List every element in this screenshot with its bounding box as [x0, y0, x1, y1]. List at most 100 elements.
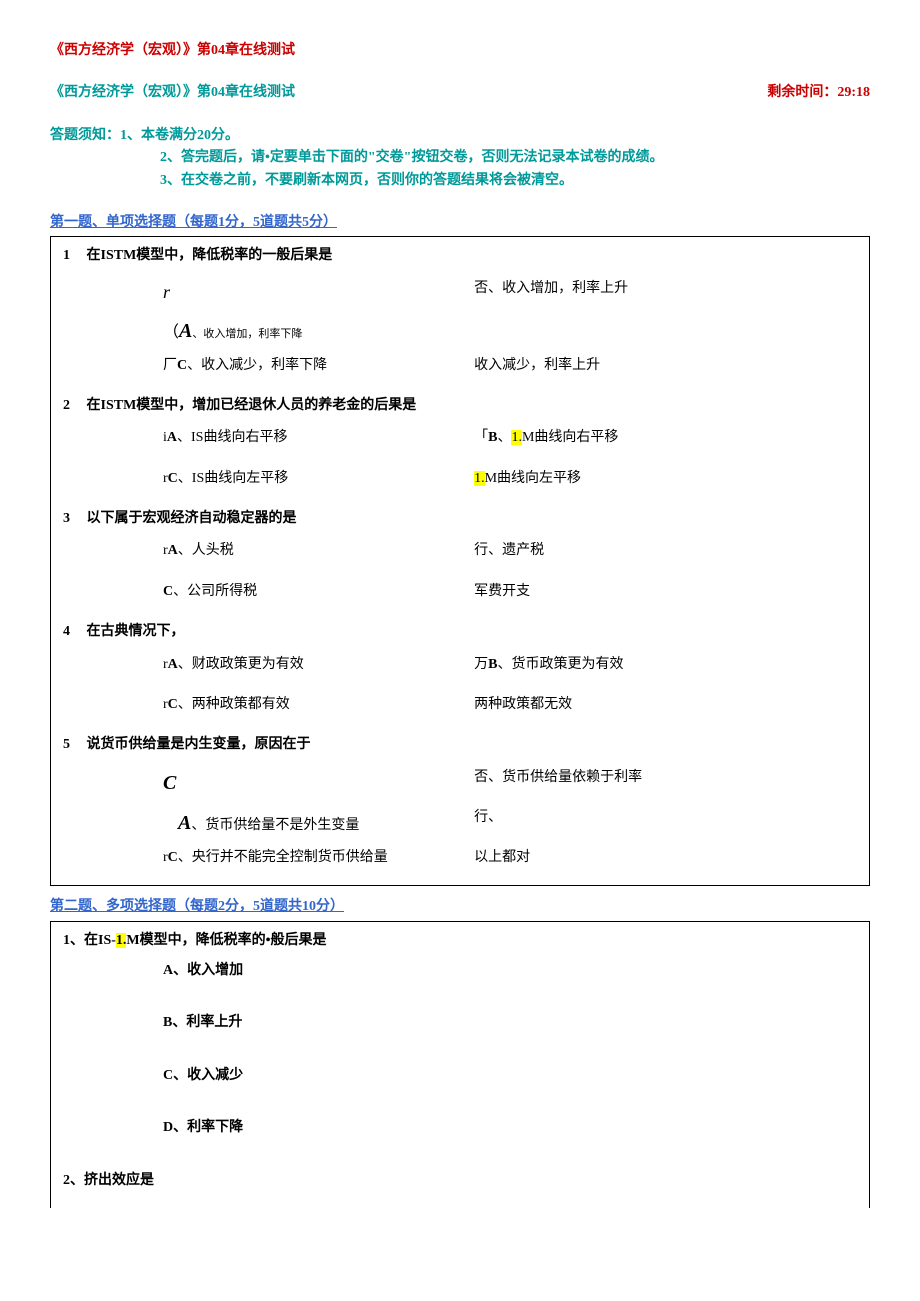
q1-optB[interactable]: 否、收入增加，利率上升	[444, 278, 857, 307]
q4-optA-text: 、财政政策更为有效	[178, 657, 304, 672]
q1-optB-text: 收入增加，利率上升	[502, 281, 628, 296]
q1-num: 1	[63, 245, 83, 267]
time-remaining: 剩余时间：29:18	[767, 82, 870, 104]
q5-optB[interactable]: 否、货币供给量依赖于利率	[444, 767, 857, 799]
q4-text: 4 在古典情况下，	[63, 621, 857, 643]
q1-optC-text: 、收入减少，利率下降	[187, 358, 327, 373]
mq1-post: M模型中，降低税率的•般后果是	[126, 933, 326, 948]
q1-optA[interactable]: （A、收入增加，利率下降	[63, 315, 444, 347]
question-5: 5 说货币供给量是内生变量，原因在于 C 否、货币供给量依赖于利率 A、货币供给…	[63, 734, 857, 869]
q2-optC[interactable]: rC、IS曲线向左平移	[63, 468, 444, 490]
q5-num: 5	[63, 734, 83, 756]
section1-box: 1 在ISTM模型中，降低税率的一般后果是 r 否、收入增加，利率上升 （A、收…	[50, 236, 870, 886]
q5-optC-text: 、央行并不能完全控制货币供给量	[178, 850, 388, 865]
q3-body: 以下属于宏观经济自动稳定器的是	[87, 511, 297, 526]
mq1-hl: 1.	[116, 933, 127, 948]
page-title: 《西方经济学（宏观）》第04章在线测试	[50, 40, 870, 62]
q2-optC-label: C	[168, 471, 178, 486]
q5-optB-text: 货币供给量依赖于利率	[502, 770, 642, 785]
q2-optA-text: 、IS曲线向右平移	[177, 430, 287, 445]
q5-optA-letter: A	[178, 812, 191, 834]
q4-num: 4	[63, 621, 83, 643]
q1-optD-text: 收入减少，利率上升	[474, 358, 600, 373]
section2-box: 1、在IS-1.M模型中，降低税率的•般后果是 A、收入增加 B、利率上升 C、…	[50, 921, 870, 1208]
q1-optA-text: 、收入增加，利率下降	[192, 328, 302, 340]
q4-optD[interactable]: 两种政策都无效	[444, 694, 857, 716]
question-4: 4 在古典情况下， rA、财政政策更为有效 万B、货币政策更为有效 rC、两种政…	[63, 621, 857, 716]
q3-optC-label: C	[163, 584, 173, 599]
q3-optC-text: 、公司所得税	[173, 584, 257, 599]
q2-body: 在ISTM模型中，增加已经退休人员的养老金的后果是	[87, 398, 417, 413]
q1-optA-letter: A	[179, 320, 192, 342]
q4-optA[interactable]: rA、财政政策更为有效	[63, 654, 444, 676]
mq1-pre: 1、在IS-	[63, 933, 116, 948]
instruction-line-3: 3、在交卷之前，不要刷新本网页，否则你的答题结果将会被清空。	[50, 170, 870, 192]
q2-optC-text: 、IS曲线向左平移	[178, 471, 288, 486]
q1-text: 1 在ISTM模型中，降低税率的一般后果是	[63, 245, 857, 267]
q5-optD-pre: 行、	[474, 810, 502, 825]
header-row: 《西方经济学（宏观）》第04章在线测试 剩余时间：29:18	[50, 82, 870, 104]
mq2-text: 2、挤出效应是	[63, 1170, 857, 1192]
q2-optD-hl: 1.	[474, 471, 485, 486]
instruction-line-2: 2、答完题后，请•定要单击下面的"交卷"按钮交卷，否则无法记录本试卷的成绩。	[50, 147, 870, 169]
instruction-line-1: 答题须知：1、本卷满分20分。	[50, 125, 870, 147]
q1-optC-pre: 厂	[163, 358, 177, 373]
q2-optB-hl: 1.	[511, 430, 522, 445]
q3-optB-text: 遗产税	[502, 543, 544, 558]
q5-optA[interactable]: A、货币供给量不是外生变量	[63, 807, 444, 839]
q3-optB[interactable]: 行、遗产税	[444, 540, 857, 562]
instructions: 答题须知：1、本卷满分20分。 2、答完题后，请•定要单击下面的"交卷"按钮交卷…	[50, 125, 870, 192]
q4-optC-label: C	[168, 697, 178, 712]
q5-optB-pre: 否、	[474, 770, 502, 785]
q5-marker: C	[163, 767, 444, 799]
q3-optD-text: 军费开支	[474, 584, 530, 599]
question-3: 3 以下属于宏观经济自动稳定器的是 rA、人头税 行、遗产税 C、公司所得税 军…	[63, 508, 857, 603]
q1-optD[interactable]: 收入减少，利率上升	[444, 355, 857, 377]
mq1-optA[interactable]: A、收入增加	[63, 960, 857, 982]
mq1-text: 1、在IS-1.M模型中，降低税率的•般后果是	[63, 930, 857, 952]
q3-optB-pre: 行、	[474, 543, 502, 558]
q2-num: 2	[63, 395, 83, 417]
q1-optB-pre: 否、	[474, 281, 502, 296]
question-2: 2 在ISTM模型中，增加已经退休人员的养老金的后果是 iA、IS曲线向右平移 …	[63, 395, 857, 490]
q5-optC[interactable]: rC、央行并不能完全控制货币供给量	[63, 847, 444, 869]
q4-optB[interactable]: 万B、货币政策更为有效	[444, 654, 857, 676]
q5-text: 5 说货币供给量是内生变量，原因在于	[63, 734, 857, 756]
q4-optB-pre: 万	[474, 657, 488, 672]
q2-text: 2 在ISTM模型中，增加已经退休人员的养老金的后果是	[63, 395, 857, 417]
q5-optD-pre-row: 行、	[444, 807, 857, 839]
q2-optB-text: M曲线向右平移	[522, 430, 618, 445]
q2-optB[interactable]: 「B、1.M曲线向右平移	[444, 427, 857, 449]
q4-body: 在古典情况下，	[87, 624, 185, 639]
time-value: 29:18	[837, 85, 870, 100]
q4-optC-text: 、两种政策都有效	[178, 697, 290, 712]
mq1-optC[interactable]: C、收入减少	[63, 1065, 857, 1087]
q1-body: 在ISTM模型中，降低税率的一般后果是	[87, 248, 333, 263]
q3-optD[interactable]: 军费开支	[444, 581, 857, 603]
q3-optA-text: 、人头税	[178, 543, 234, 558]
time-label: 剩余时间：	[767, 85, 837, 100]
q4-optA-label: A	[168, 657, 178, 672]
q3-text: 3 以下属于宏观经济自动稳定器的是	[63, 508, 857, 530]
q1-optC[interactable]: 厂C、收入减少，利率下降	[63, 355, 444, 377]
header-subtitle: 《西方经济学（宏观）》第04章在线测试	[50, 82, 295, 104]
q2-optA[interactable]: iA、IS曲线向右平移	[63, 427, 444, 449]
question-1: 1 在ISTM模型中，降低税率的一般后果是 r 否、收入增加，利率上升 （A、收…	[63, 245, 857, 377]
q4-optD-text: 两种政策都无效	[474, 697, 572, 712]
q1-marker: r	[163, 278, 444, 307]
q5-optC-label: C	[168, 850, 178, 865]
q3-num: 3	[63, 508, 83, 530]
q3-optA[interactable]: rA、人头税	[63, 540, 444, 562]
section2-header: 第二题、多项选择题（每题2分，5道题共10分）	[50, 896, 870, 918]
q2-optA-label: A	[167, 430, 177, 445]
q2-optD[interactable]: 1.M曲线向左平移	[444, 468, 857, 490]
section1-header: 第一题、单项选择题（每题1分，5道题共5分）	[50, 212, 870, 234]
q2-optB-pre: 「	[474, 430, 488, 445]
mq1-optD[interactable]: D、利率下降	[63, 1117, 857, 1139]
q4-optB-text: 、货币政策更为有效	[497, 657, 623, 672]
q3-optC[interactable]: C、公司所得税	[63, 581, 444, 603]
mq1-optB[interactable]: B、利率上升	[63, 1012, 857, 1034]
q1-optC-label: C	[177, 358, 187, 373]
q4-optC[interactable]: rC、两种政策都有效	[63, 694, 444, 716]
q5-optD[interactable]: 以上都对	[444, 847, 857, 869]
